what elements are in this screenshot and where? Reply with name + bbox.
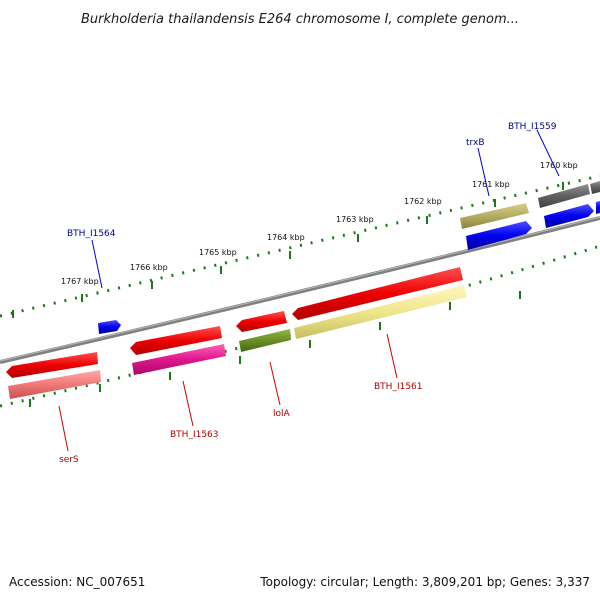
- tick-label: 1764 kbp: [267, 233, 305, 242]
- accession-text: Accession: NC_007651: [9, 575, 145, 589]
- tick-label: 1761 kbp: [472, 180, 510, 189]
- major-ticks: [12, 182, 564, 407]
- map-title: Burkholderia thailandensis E264 chromoso…: [81, 12, 519, 27]
- gene-label-bth-i1561[interactable]: BTH_I1561: [374, 382, 423, 392]
- leader-trxb: [477, 147, 490, 197]
- topology-text: Topology: circular; Length: 3,809,201 bp…: [259, 575, 590, 589]
- leader-bth-i1559: [536, 129, 560, 177]
- tick-label: 1767 kbp: [61, 277, 99, 286]
- backbone: [0, 216, 600, 364]
- gene-label-bth-i1559[interactable]: BTH_I1559: [508, 122, 557, 132]
- gene-red-sers-upper[interactable]: [6, 352, 98, 378]
- tick-label: 1760 kbp: [540, 161, 578, 170]
- inner-tick-ring: [0, 244, 600, 408]
- tick-label: 1762 kbp: [404, 197, 442, 206]
- gene-label-lola[interactable]: lolA: [273, 409, 291, 419]
- gene-right-blue-edge[interactable]: [596, 201, 600, 214]
- gene-gray-upper[interactable]: [538, 184, 590, 208]
- tick-label: 1766 kbp: [130, 263, 168, 272]
- gene-lola[interactable]: [239, 329, 291, 352]
- leader-lola: [269, 361, 281, 406]
- leader-bth-i1561: [386, 333, 398, 379]
- gene-label-sers[interactable]: serS: [59, 455, 79, 465]
- tick-label: 1763 kbp: [336, 215, 374, 224]
- gene-blue-lower[interactable]: [466, 221, 532, 250]
- leader-bth-i1564: [91, 239, 103, 289]
- gene-red-bth-i1563-upper[interactable]: [130, 326, 222, 355]
- leader-sers: [58, 405, 69, 452]
- gene-sers[interactable]: [8, 370, 101, 399]
- gene-bth-i1559[interactable]: [544, 204, 594, 228]
- gene-bth-i1564[interactable]: [98, 320, 121, 334]
- gene-red-bth-i1561-upper[interactable]: [292, 267, 463, 320]
- leader-bth-i1563: [182, 380, 194, 427]
- gene-bth-i1563[interactable]: [132, 344, 226, 375]
- gene-trxb[interactable]: [460, 203, 529, 229]
- gene-bth-i1561[interactable]: [294, 285, 467, 339]
- gene-label-bth-i1563[interactable]: BTH_I1563: [170, 430, 219, 440]
- gene-label-trxb[interactable]: trxB: [466, 138, 485, 148]
- gene-red-lola-upper[interactable]: [236, 311, 287, 332]
- gene-label-bth-i1564[interactable]: BTH_I1564: [67, 229, 116, 239]
- gene-gray-edge[interactable]: [590, 181, 600, 194]
- tick-label: 1765 kbp: [199, 248, 237, 257]
- outer-tick-ring: [0, 174, 600, 318]
